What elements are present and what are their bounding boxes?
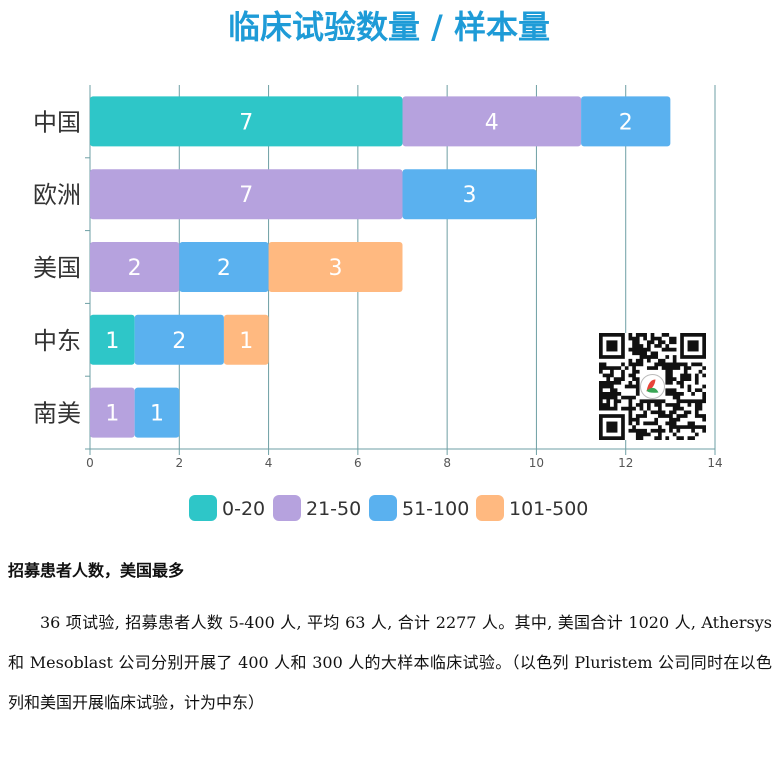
bar-0-2 (581, 96, 671, 147)
bar-1-2 (402, 169, 537, 220)
data-label-0-0: 7 (239, 110, 253, 135)
bar-2-3 (268, 242, 403, 292)
data-label-4-2: 1 (150, 402, 164, 427)
bar-3-0 (90, 314, 135, 365)
x-tick-label-4: 8 (443, 456, 451, 470)
legend-swatch-0 (189, 495, 217, 521)
bar-4-2 (134, 387, 180, 438)
data-label-1-1: 7 (239, 183, 253, 208)
legend-swatch-2 (369, 495, 397, 521)
x-tick-label-6: 12 (618, 456, 633, 470)
x-tick-labels: 0 2 4 6 8 10 12 14 (86, 456, 722, 470)
data-label-4-1: 1 (105, 402, 119, 427)
category-label-0: 中国 (33, 108, 81, 136)
data-label-0-1: 4 (485, 110, 499, 135)
x-tick-label-7: 14 (707, 456, 722, 470)
legend-swatch-1 (273, 495, 301, 521)
bar-0-1 (402, 96, 582, 147)
x-tick-label-1: 2 (175, 456, 183, 470)
legend: 0-20 21-50 51-100 101-500 (189, 495, 588, 521)
qr-finder-core-2 (606, 421, 618, 433)
data-label-3-0: 1 (105, 329, 119, 354)
legend-label-3: 101-500 (509, 498, 588, 520)
x-tick-label-0: 0 (86, 456, 94, 470)
category-label-4: 南美 (33, 400, 81, 428)
category-label-2: 美国 (33, 254, 81, 282)
data-label-1-2: 3 (462, 183, 476, 208)
qr-logo-leaf-green (646, 387, 659, 393)
data-label-2-3: 3 (329, 256, 343, 281)
chart-title: 临床试验数量 / 样本量 (228, 8, 550, 46)
qr-code-icon (599, 333, 706, 440)
bar-2-2 (179, 242, 269, 292)
data-label-2-2: 2 (217, 256, 231, 281)
legend-label-0: 0-20 (222, 498, 265, 520)
data-label-0-2: 2 (619, 110, 633, 135)
bar-3-3 (223, 314, 269, 365)
qr-logo-leaf-red (646, 379, 656, 392)
bar-3-2 (134, 314, 224, 365)
qr-modules (599, 333, 706, 440)
data-label-2-1: 2 (128, 256, 142, 281)
x-tick-label-3: 6 (354, 456, 362, 470)
data-label-3-3: 1 (239, 329, 253, 354)
bar-2-1 (90, 242, 180, 292)
x-tick-label-5: 10 (529, 456, 544, 470)
bar-0-0 (90, 96, 403, 147)
legend-label-2: 51-100 (402, 498, 469, 520)
legend-label-1: 21-50 (306, 498, 361, 520)
bar-series: 7 4 2 7 3 2 2 3 1 2 1 1 1 (90, 96, 671, 438)
category-label-1: 欧洲 (33, 181, 81, 209)
bar-1-1 (90, 169, 403, 220)
section-heading: 招募患者人数，美国最多 (8, 561, 185, 580)
x-tick-label-2: 4 (265, 456, 273, 470)
qr-finder-core-0 (606, 340, 618, 352)
data-label-3-2: 2 (172, 329, 186, 354)
category-label-3: 中东 (33, 327, 81, 355)
body-paragraph: 36 项试验, 招募患者人数 5-400 人, 平均 63 人, 合计 2277… (8, 613, 772, 712)
legend-swatch-3 (476, 495, 504, 521)
qr-finder-core-1 (687, 340, 699, 352)
bar-4-1 (90, 387, 135, 438)
